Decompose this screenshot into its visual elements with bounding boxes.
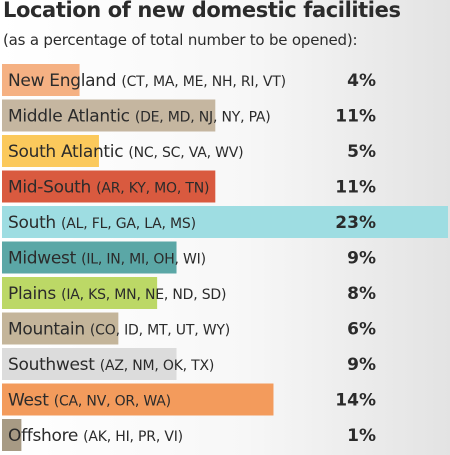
bar-south bbox=[2, 206, 448, 238]
category-label: South (AL, FL, GA, LA, MS) bbox=[8, 213, 196, 233]
value-label: 11% bbox=[335, 107, 376, 127]
value-label: 4% bbox=[347, 71, 376, 91]
category-label: Midwest (IL, IN, MI, OH, WI) bbox=[8, 249, 206, 269]
category-label: South Atlantic (NC, SC, VA, WV) bbox=[8, 142, 243, 162]
value-label: 1% bbox=[347, 426, 376, 446]
bar-southwest bbox=[2, 348, 177, 380]
value-label: 23% bbox=[335, 213, 376, 233]
value-label: 5% bbox=[347, 142, 376, 162]
bar-west bbox=[2, 383, 274, 416]
value-label: 8% bbox=[347, 284, 376, 304]
category-label: Mid-South (AR, KY, MO, TN) bbox=[8, 178, 209, 198]
chart-subtitle: (as a percentage of total number to be o… bbox=[3, 31, 358, 49]
category-label: West (CA, NV, OR, WA) bbox=[8, 391, 171, 411]
category-label: Offshore (AK, HI, PR, VI) bbox=[8, 426, 183, 446]
bar-mid-south bbox=[2, 170, 216, 203]
value-label: 14% bbox=[335, 391, 376, 411]
bar-plains bbox=[2, 277, 158, 309]
bar-new-england bbox=[2, 64, 80, 96]
category-label: Plains (IA, KS, MN, NE, ND, SD) bbox=[8, 284, 226, 304]
chart-title: Location of new domestic facilities bbox=[3, 0, 401, 22]
category-label: New England (CT, MA, ME, NH, RI, VT) bbox=[8, 71, 286, 91]
bar-middle-atlantic bbox=[2, 99, 216, 132]
bar-south-atlantic bbox=[2, 135, 99, 167]
value-label: 11% bbox=[335, 178, 376, 198]
category-label: Middle Atlantic (DE, MD, NJ, NY, PA) bbox=[8, 107, 271, 127]
bar-mountain bbox=[2, 312, 119, 345]
category-label: Southwest (AZ, NM, OK, TX) bbox=[8, 355, 214, 375]
value-label: 9% bbox=[347, 249, 376, 269]
bar-offshore bbox=[2, 419, 22, 451]
category-label: Mountain (CO, ID, MT, UT, WY) bbox=[8, 320, 230, 340]
bar-midwest bbox=[2, 241, 177, 274]
value-label: 9% bbox=[347, 355, 376, 375]
value-label: 6% bbox=[347, 320, 376, 340]
